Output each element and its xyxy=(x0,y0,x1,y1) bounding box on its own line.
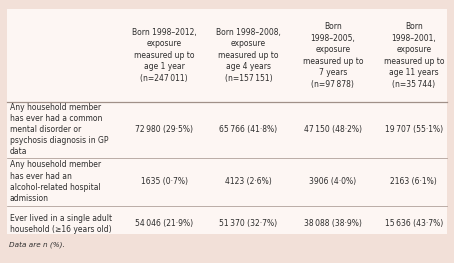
Text: 51 370 (32·7%): 51 370 (32·7%) xyxy=(219,219,277,228)
Text: 4123 (2·6%): 4123 (2·6%) xyxy=(225,177,272,186)
Text: Born
1998–2005,
exposure
measured up to
7 years
(n=97 878): Born 1998–2005, exposure measured up to … xyxy=(302,22,363,89)
Text: 72 980 (29·5%): 72 980 (29·5%) xyxy=(135,125,193,134)
Text: Any household member
has ever had an
alcohol-related hospital
admission: Any household member has ever had an alc… xyxy=(10,160,101,203)
Text: Born
1998–2001,
exposure
measured up to
age 11 years
(n=35 744): Born 1998–2001, exposure measured up to … xyxy=(384,22,444,89)
Text: Born 1998–2008,
exposure
measured up to
age 4 years
(n=157 151): Born 1998–2008, exposure measured up to … xyxy=(216,28,281,83)
Text: Ever lived in a single adult
household (≥16 years old): Ever lived in a single adult household (… xyxy=(10,214,112,234)
Text: 38 088 (38·9%): 38 088 (38·9%) xyxy=(304,219,362,228)
Text: 3906 (4·0%): 3906 (4·0%) xyxy=(309,177,356,186)
Text: Data are n (%).: Data are n (%). xyxy=(9,242,65,248)
Text: 19 707 (55·1%): 19 707 (55·1%) xyxy=(385,125,443,134)
FancyBboxPatch shape xyxy=(7,9,447,234)
Text: 15 636 (43·7%): 15 636 (43·7%) xyxy=(385,219,443,228)
Text: Any household member
has ever had a common
mental disorder or
psychosis diagnosi: Any household member has ever had a comm… xyxy=(10,103,108,156)
Text: Born 1998–2012,
exposure
measured up to
age 1 year
(n=247 011): Born 1998–2012, exposure measured up to … xyxy=(132,28,197,83)
Text: 2163 (6·1%): 2163 (6·1%) xyxy=(390,177,437,186)
Text: 65 766 (41·8%): 65 766 (41·8%) xyxy=(219,125,277,134)
Text: 47 150 (48·2%): 47 150 (48·2%) xyxy=(304,125,362,134)
Text: 54 046 (21·9%): 54 046 (21·9%) xyxy=(135,219,193,228)
Text: 1635 (0·7%): 1635 (0·7%) xyxy=(141,177,188,186)
